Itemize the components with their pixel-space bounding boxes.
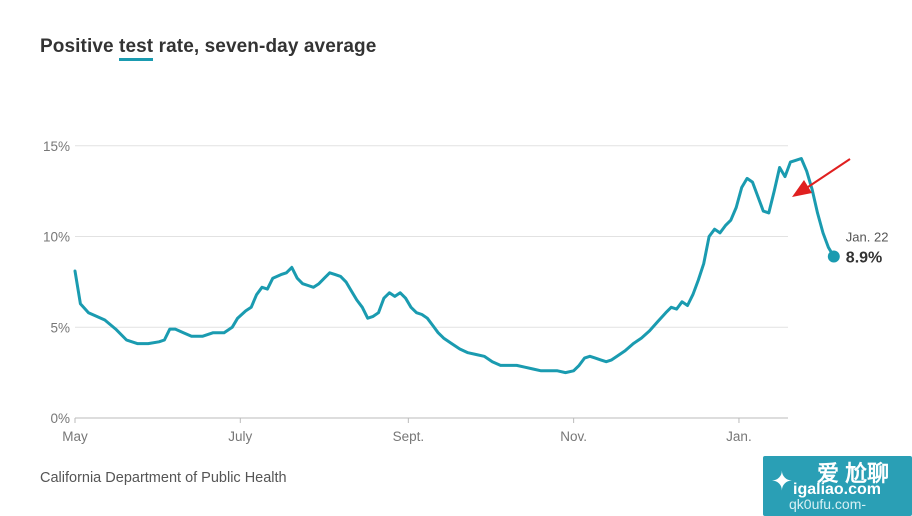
- title-suffix: rate, seven-day average: [153, 36, 377, 57]
- x-tick-label: Nov.: [560, 429, 587, 444]
- x-tick-label: May: [62, 429, 88, 444]
- watermark-line2: igaliao.com: [793, 481, 882, 498]
- title-highlight-word: test: [119, 36, 154, 61]
- series-line: [73, 157, 836, 375]
- y-axis-labels: 0% 5% 10% 15%: [43, 139, 70, 426]
- x-tick-label: July: [228, 429, 252, 444]
- source-note: California Department of Public Health: [40, 470, 287, 486]
- title-prefix: Positive: [40, 36, 120, 57]
- end-point-marker: [827, 250, 840, 263]
- gridlines: [75, 145, 788, 419]
- end-label-date: Jan. 22: [846, 229, 889, 244]
- x-tick-label: Jan.: [726, 429, 752, 444]
- watermark-logo: ✦ 爱 尬聊 igaliao.com qk0ufu.com-: [763, 456, 912, 516]
- y-tick-label: 5%: [50, 320, 70, 335]
- y-tick-label: 0%: [50, 411, 70, 426]
- end-label-value: 8.9%: [846, 249, 882, 266]
- x-tick-label: Sept.: [393, 429, 425, 444]
- y-tick-label: 10%: [43, 230, 70, 245]
- watermark-line1: 爱 尬聊: [817, 461, 890, 486]
- x-axis: May July Sept. Nov. Jan.: [62, 418, 752, 444]
- watermark-line3: qk0ufu.com-: [789, 496, 867, 512]
- bird-logo-icon: ✦: [771, 466, 793, 496]
- red-arrow-icon: [792, 158, 851, 197]
- y-tick-label: 15%: [43, 139, 70, 154]
- chart-title: Positive test rate, seven-day average: [40, 36, 377, 61]
